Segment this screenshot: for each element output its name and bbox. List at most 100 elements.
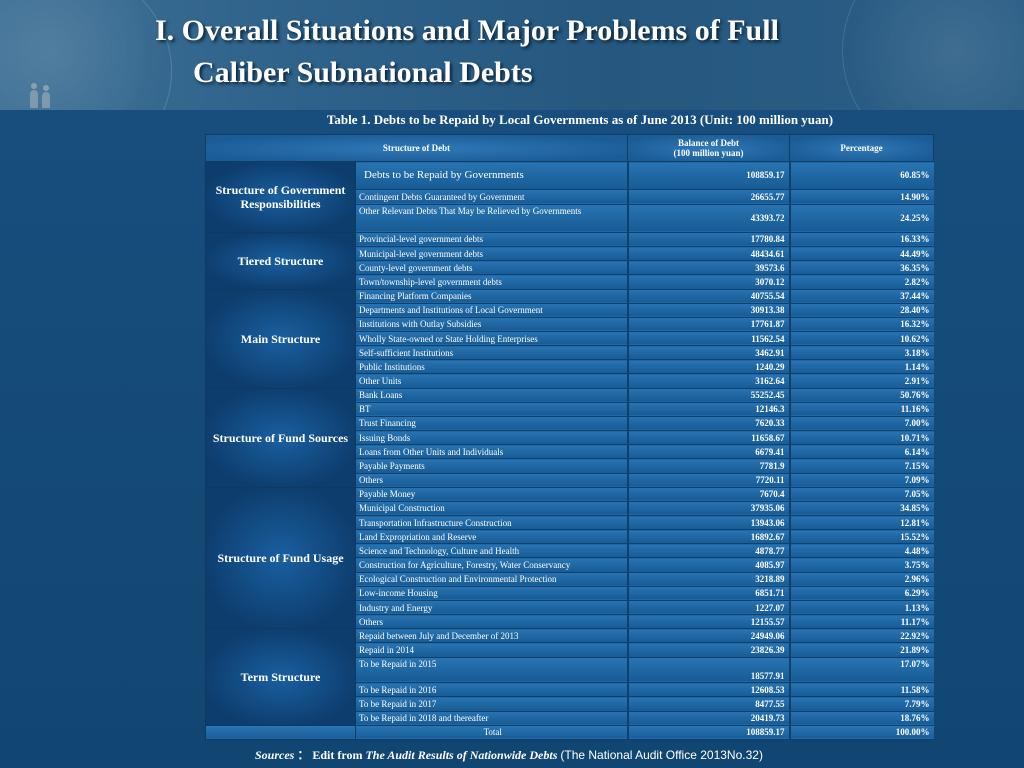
table-row: To be Repaid in 2015 18577.91 17.07% — [206, 657, 934, 684]
balance-cell: 7720.11 — [626, 473, 790, 488]
table-row: County-level government debts 39573.6 36.3… — [206, 260, 934, 276]
balance-cell: 8477.55 — [626, 696, 790, 712]
header-balance: Balance of Debt (100 million yuan) — [627, 134, 791, 162]
item-cell: Science and Technology, Culture and Heal… — [355, 543, 628, 559]
percentage-cell: 6.29% — [788, 586, 934, 601]
debt-table: Structure of Debt Balance of Debt (100 m… — [204, 134, 935, 741]
item-cell: Others — [355, 614, 628, 630]
item-cell: Loans from Other Units and Individuals — [355, 444, 628, 460]
table-row: Science and Technology, Culture and Heal… — [206, 543, 934, 559]
header-balance-line1: Balance of Debt — [678, 138, 740, 148]
balance-cell: 17761.87 — [626, 317, 790, 332]
percentage-cell: 4.48% — [788, 543, 934, 559]
category-cell: Structure of Fund Usage — [205, 486, 356, 630]
people-figures-decoration — [20, 78, 70, 108]
table-row: Transportation Infrastructure Constructi… — [206, 515, 934, 531]
total-percentage: 100.00% — [788, 725, 934, 741]
balance-cell: 43393.72 — [626, 204, 790, 233]
balance-cell: 3218.89 — [626, 572, 790, 587]
table-row: Others 12155.57 11.17% — [206, 614, 934, 630]
item-cell: Issuing Bonds — [355, 430, 628, 446]
item-cell: Industry and Energy — [355, 600, 628, 616]
sources-note: (The National Audit Office 2013No.32) — [560, 748, 763, 762]
balance-cell: 16892.67 — [626, 529, 790, 545]
percentage-cell: 37.44% — [788, 289, 934, 304]
table-row: Others 7720.11 7.09% — [206, 473, 934, 488]
percentage-cell: 11.58% — [788, 682, 934, 698]
item-cell: Departments and Institutions of Local Go… — [355, 303, 628, 318]
item-cell: Financing Platform Companies — [355, 289, 628, 304]
balance-cell: 13943.06 — [626, 515, 790, 531]
item-cell: Wholly State-owned or State Holding Ente… — [355, 331, 628, 347]
item-cell: Other Units — [355, 373, 628, 389]
balance-cell: 7670.4 — [626, 487, 790, 502]
percentage-cell: 10.62% — [788, 331, 934, 347]
percentage-cell: 10.71% — [788, 430, 934, 446]
table-row: Structure of Fund Sources Bank Loans 55252… — [205, 387, 934, 488]
balance-cell: 20419.73 — [626, 711, 790, 726]
balance-cell: 55252.45 — [626, 388, 790, 403]
table-row: Town/township-level government debts 3070… — [206, 274, 934, 290]
item-cell: To be Repaid in 2017 — [355, 696, 628, 712]
percentage-cell: 21.89% — [788, 642, 934, 658]
table-row: Other Units 3162.64 2.91% — [206, 373, 934, 389]
percentage-cell: 7.05% — [788, 487, 934, 502]
item-cell: Low-income Housing — [355, 586, 628, 601]
table-row: Self-sufficient Institutions 3462.91 3.18% — [206, 345, 934, 361]
header-balance-line2: (100 million yuan) — [673, 148, 744, 158]
table-row: Tiered Structure Provincial-level governm… — [205, 231, 934, 290]
table-row: Payable Payments 7781.9 7.15% — [206, 458, 934, 474]
percentage-cell: 3.75% — [788, 557, 934, 573]
percentage-cell: 6.14% — [788, 444, 934, 460]
sources-separator: ： — [297, 748, 310, 762]
table-row: Repaid in 2014 23826.39 21.89% — [206, 642, 934, 658]
balance-cell: 26655.77 — [626, 189, 790, 205]
item-cell: Bank Loans — [355, 388, 628, 403]
balance-cell: 7781.9 — [626, 458, 790, 474]
table-row: To be Repaid in 2016 12608.53 11.58% — [206, 682, 934, 698]
balance-cell: 12155.57 — [626, 614, 790, 630]
percentage-cell: 34.85% — [788, 501, 934, 517]
table-body: Structure of Government Responsibilities… — [205, 161, 934, 741]
percentage-cell: 17.07% — [788, 657, 934, 684]
category-cell: Term Structure — [205, 628, 356, 726]
table-row: Contingent Debts Guaranteed by Governmen… — [206, 189, 934, 205]
table-row: Other Relevant Debts That May be Relieve… — [206, 204, 934, 233]
table-row: Issuing Bonds 11658.67 10.71% — [206, 430, 934, 446]
balance-cell: 3070.12 — [626, 274, 790, 290]
item-cell: BT — [355, 402, 628, 417]
balance-cell: 3162.64 — [626, 373, 790, 389]
table-row: Low-income Housing 6851.71 6.29% — [206, 586, 934, 601]
item-cell: Payable Payments — [355, 458, 628, 474]
table-caption: Table 1. Debts to be Repaid by Local Gov… — [326, 112, 834, 127]
total-balance: 108859.17 — [626, 725, 790, 741]
percentage-cell: 14.90% — [788, 189, 934, 205]
balance-cell: 11658.67 — [626, 430, 790, 446]
total-row: Total 108859.17 100.00% — [205, 724, 934, 741]
percentage-cell: 2.96% — [788, 572, 934, 587]
table-row: Structure of Government Responsibilities… — [205, 161, 934, 233]
header-structure: Structure of Debt — [204, 134, 629, 162]
slide-title-line2: Caliber Subnational Debts — [193, 56, 533, 89]
item-cell: Ecological Construction and Environmenta… — [355, 572, 628, 587]
category-cell: Tiered Structure — [205, 231, 356, 290]
table-row: Land Expropriation and Reserve 16892.67 15… — [206, 529, 934, 545]
item-cell: Land Expropriation and Reserve — [355, 529, 628, 545]
percentage-cell: 36.35% — [788, 260, 934, 276]
sources-line: Sources ： Edit from The Audit Results of… — [255, 746, 763, 763]
item-cell: To be Repaid in 2018 and thereafter — [355, 711, 628, 726]
item-cell: To be Repaid in 2015 — [355, 657, 628, 684]
balance-cell: 17780.84 — [626, 232, 790, 248]
balance-cell: 4085.97 — [626, 557, 790, 573]
balance-cell: 108859.17 — [626, 161, 790, 190]
percentage-cell: 3.18% — [788, 345, 934, 361]
balance-cell: 40755.54 — [626, 289, 790, 304]
item-cell: To be Repaid in 2016 — [355, 682, 628, 698]
percentage-cell: 60.85% — [788, 161, 934, 190]
percentage-cell: 2.91% — [788, 373, 934, 389]
category-cell: Main Structure — [205, 288, 356, 389]
percentage-cell: 7.15% — [788, 458, 934, 474]
balance-cell: 12608.53 — [626, 682, 790, 698]
table-row: Ecological Construction and Environmenta… — [206, 572, 934, 587]
percentage-cell: 12.81% — [788, 515, 934, 531]
